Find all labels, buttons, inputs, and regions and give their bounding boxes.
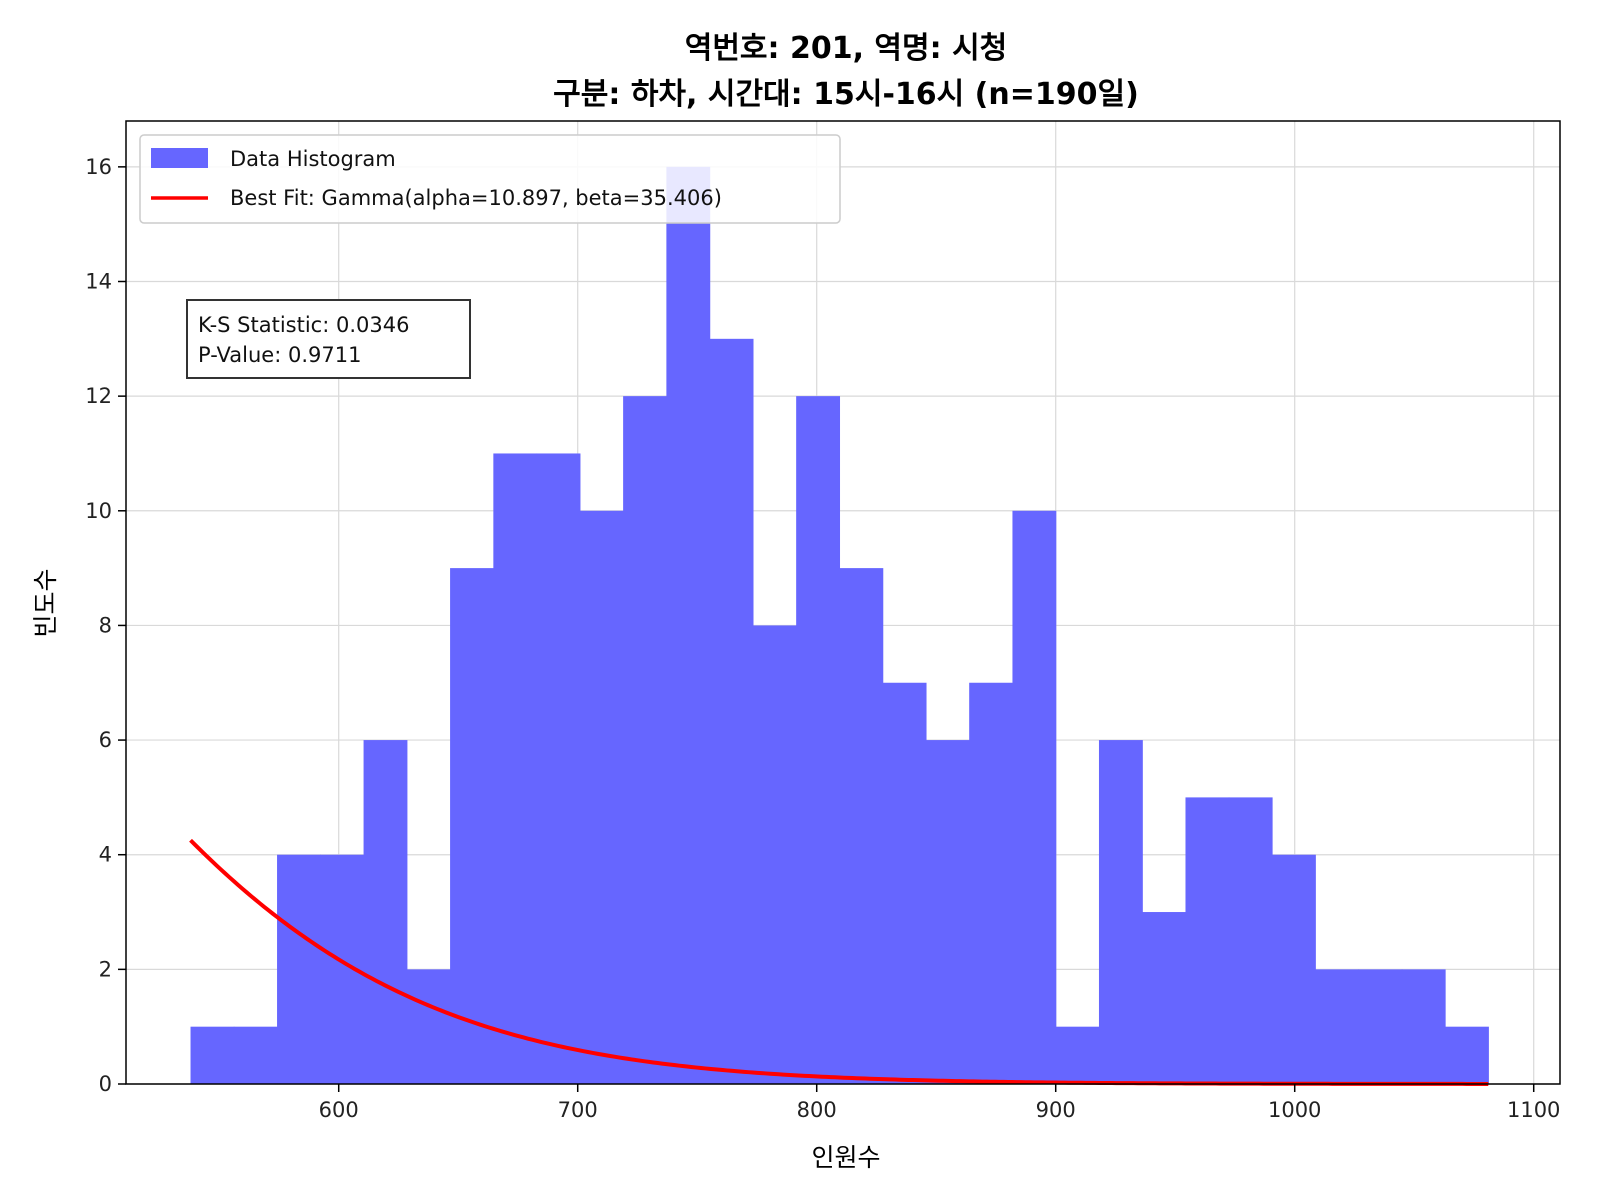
histogram-bar — [752, 625, 797, 1084]
chart-title-line1: 역번호: 201, 역명: 시청 — [685, 31, 1008, 66]
stats-box-frame — [186, 299, 471, 379]
x-tick-label-3: 900 — [1036, 1098, 1076, 1122]
x-tick-label-1: 700 — [558, 1098, 598, 1122]
histogram-bars — [190, 166, 1489, 1085]
histogram-bar — [1185, 797, 1230, 1084]
histogram-bar — [277, 854, 321, 1084]
histogram-bar — [969, 682, 1014, 1084]
legend-fit-label: Best Fit: Gamma(alpha=10.897, beta=35.40… — [230, 186, 722, 210]
histogram-bar — [233, 1026, 278, 1084]
y-tick-label-6: 12 — [85, 384, 112, 408]
histogram-bar — [1098, 740, 1143, 1084]
histogram-bar — [190, 1026, 235, 1084]
histogram-bar — [882, 682, 927, 1084]
chart-title-line2: 구분: 하차, 시간대: 15시-16시 (n=190일) — [553, 77, 1139, 112]
histogram-bar — [536, 453, 581, 1084]
x-tick-label-0: 600 — [319, 1098, 359, 1122]
histogram-bar — [406, 969, 451, 1084]
histogram-bar — [1228, 797, 1273, 1084]
grid-lines — [126, 121, 1560, 1085]
y-tick-label-0: 0 — [99, 1072, 112, 1096]
y-tick-label-4: 8 — [99, 613, 112, 637]
histogram-bar — [925, 740, 970, 1084]
legend-histogram-swatch — [151, 148, 208, 168]
p-value-text: P-Value: 0.9711 — [198, 343, 361, 367]
y-axis-label: 빈도수 — [31, 568, 60, 637]
histogram-bar — [1445, 1026, 1489, 1084]
ks-statistic-text: K-S Statistic: 0.0346 — [198, 313, 409, 337]
histogram-bar — [450, 568, 494, 1084]
histogram-bar — [363, 740, 408, 1084]
y-tick-label-1: 2 — [99, 957, 112, 981]
y-tick-label-5: 10 — [85, 499, 112, 523]
histogram-bar — [579, 510, 624, 1084]
histogram-bar — [666, 166, 711, 1084]
histogram-bar — [709, 338, 754, 1085]
x-tick-label-2: 800 — [797, 1098, 837, 1122]
histogram-bar — [1272, 854, 1316, 1084]
y-tick-label-2: 4 — [99, 843, 112, 867]
histogram-bar — [839, 568, 884, 1084]
histogram-bar — [1401, 969, 1446, 1084]
plot-frame — [125, 120, 1561, 1085]
y-axis-ticks: 0 2 4 6 8 10 12 14 16 — [85, 155, 126, 1096]
y-tick-label-7: 14 — [85, 270, 112, 294]
histogram-bar — [623, 396, 667, 1085]
stats-box: K-S Statistic: 0.0346 P-Value: 0.9711 — [186, 299, 471, 379]
legend-frame — [139, 134, 841, 224]
histogram-bar — [1315, 969, 1360, 1084]
histogram-bar — [796, 396, 841, 1085]
x-axis-label: 인원수 — [811, 1143, 880, 1172]
histogram-bar — [1055, 1026, 1100, 1084]
legend-histogram-label: Data Histogram — [230, 147, 396, 171]
legend: Data Histogram Best Fit: Gamma(alpha=10.… — [139, 134, 841, 224]
y-tick-label-8: 16 — [85, 155, 112, 179]
y-tick-label-3: 6 — [99, 728, 112, 752]
x-tick-label-5: 1100 — [1507, 1098, 1560, 1122]
x-axis-ticks: 600 700 800 900 1000 1100 — [319, 1084, 1560, 1122]
histogram-bar — [1012, 510, 1057, 1084]
histogram-bar — [1358, 969, 1403, 1084]
histogram-bar — [1142, 912, 1187, 1084]
x-tick-label-4: 1000 — [1268, 1098, 1321, 1122]
histogram-bar — [493, 453, 538, 1084]
